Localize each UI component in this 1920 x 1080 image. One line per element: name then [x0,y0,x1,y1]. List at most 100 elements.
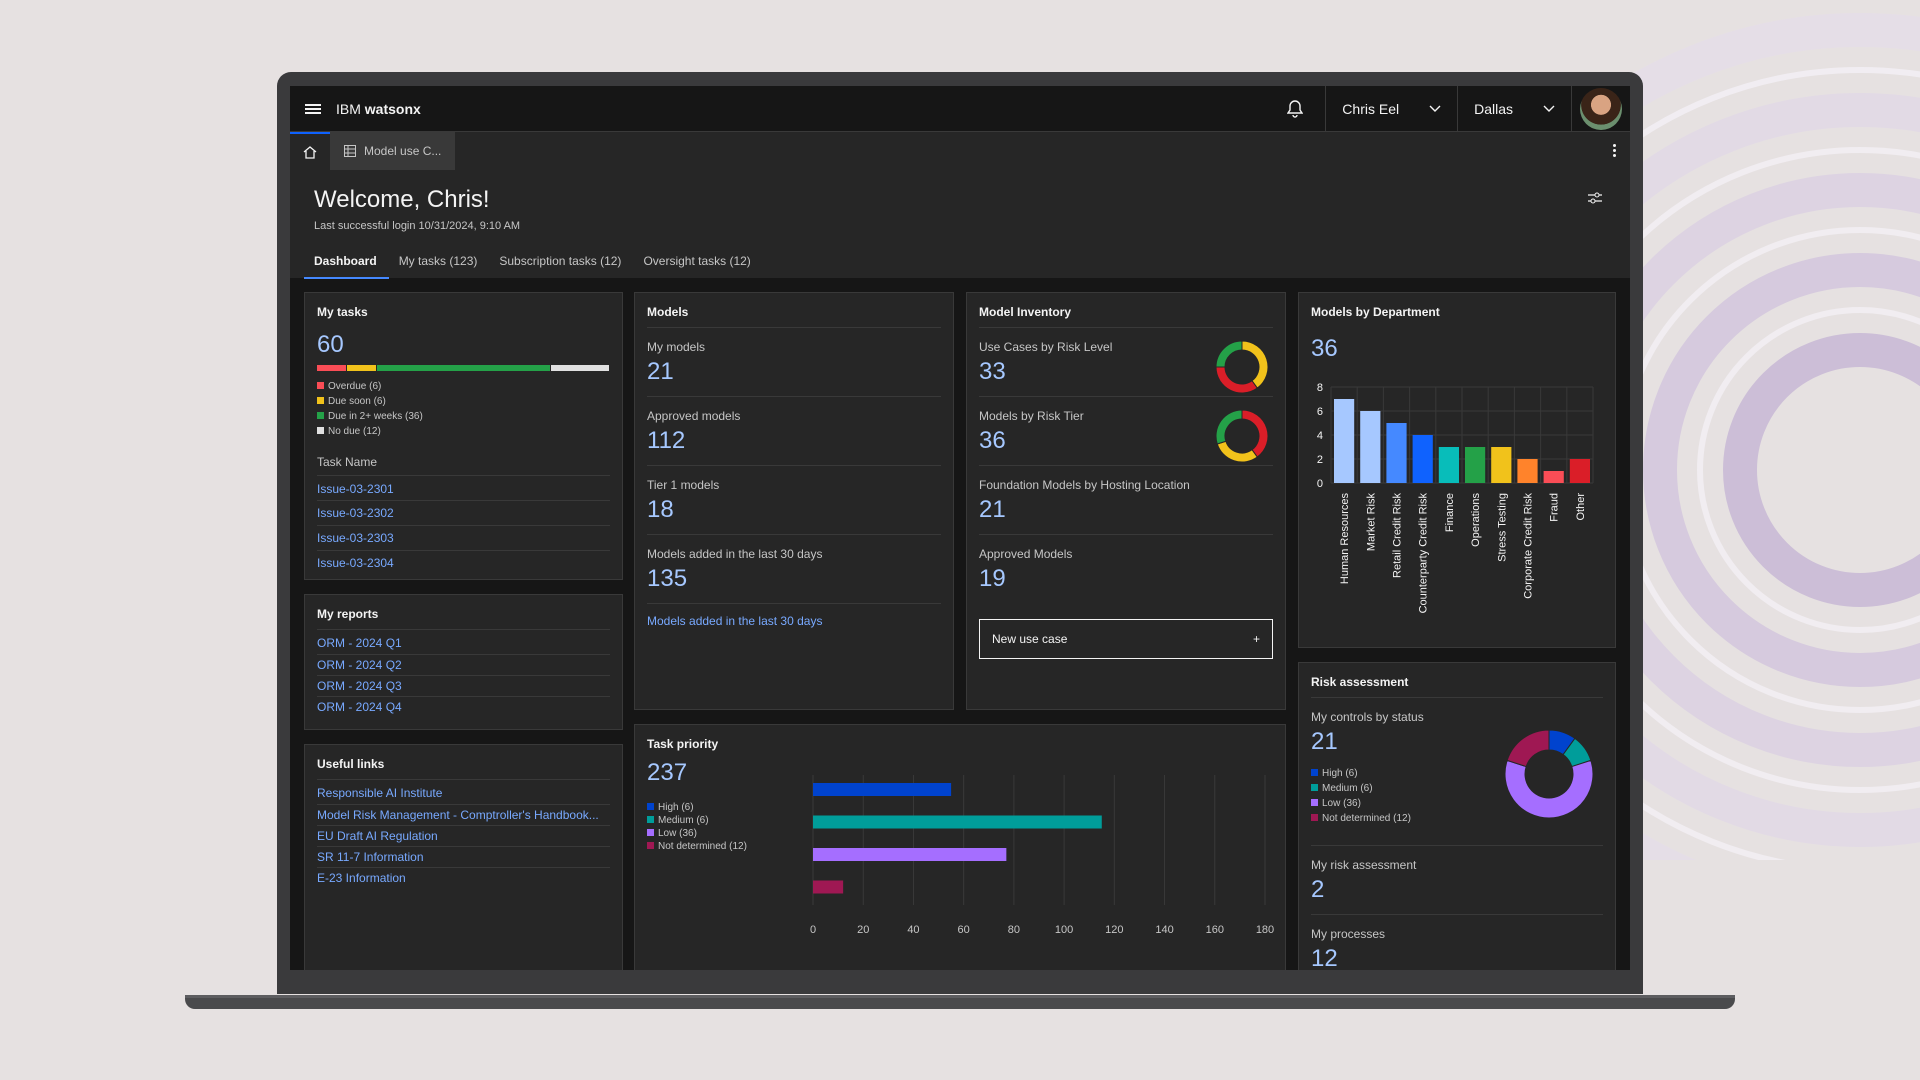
chevron-down-icon [1429,105,1441,112]
task-name-header: Task Name [317,455,610,476]
metric-my-models: My models 21 [647,328,941,397]
metric-risk-assessment: My risk assessment 2 [1311,846,1603,915]
model-inventory-card: Model Inventory Use Cases by Risk Level 3… [966,292,1286,710]
x-tick-label: Other [1575,493,1587,521]
metric-value: 21 [1311,728,1338,755]
settings-adjust-icon[interactable] [1588,192,1602,204]
my-reports-title: My reports [317,607,610,630]
legend-item: No due (12) [317,424,610,439]
region-dropdown[interactable]: Dallas [1457,86,1571,132]
metric-value: 19 [979,565,1006,592]
bar[interactable] [1334,399,1355,483]
task-priority-title: Task priority [647,737,719,751]
metric-value: 12 [1311,945,1338,970]
report-link[interactable]: ORM - 2024 Q2 [317,654,610,675]
bar[interactable] [1360,411,1381,483]
bar[interactable] [1386,423,1407,483]
donut-slice [1216,440,1258,463]
x-tick-label: Finance [1444,493,1456,532]
metric-value: 36 [979,427,1006,454]
tab-dashboard[interactable]: Dashboard [304,254,389,279]
notification-icon[interactable] [1265,86,1325,132]
tab-subscription-tasks[interactable]: Subscription tasks (12) [499,254,622,268]
x-tick-label: Human Resources [1339,493,1351,585]
overflow-menu-icon[interactable] [1613,144,1616,157]
y-tick-label: 8 [1317,383,1323,394]
y-tick-label: 2 [1317,454,1323,466]
user-dropdown[interactable]: Chris Eel [1325,86,1457,132]
tab-oversight-tasks[interactable]: Oversight tasks (12) [643,254,751,268]
task-link[interactable]: Issue-03-2303 [317,525,610,550]
legend-label: Not determined (12) [658,841,747,852]
metric-controls-status: My controls by status 21 High (6) Medium… [1311,698,1603,846]
menu-icon[interactable] [290,86,336,132]
task-link[interactable]: Issue-03-2301 [317,482,394,496]
useful-links-card: Useful links Responsible AI Institute Mo… [304,744,623,970]
reports-list: ORM - 2024 Q1 ORM - 2024 Q2 ORM - 2024 Q… [317,632,610,717]
report-link[interactable]: ORM - 2024 Q3 [317,675,610,696]
useful-link[interactable]: Model Risk Management - Comptroller's Ha… [317,804,610,825]
legend-label: Medium (6) [658,815,709,826]
task-list: Issue-03-2301 Issue-03-2302 Issue-03-230… [317,476,610,575]
my-reports-card: My reports ORM - 2024 Q1 ORM - 2024 Q2 O… [304,594,623,730]
metric-added-30d: Models added in the last 30 days 135 [647,535,941,604]
bar[interactable] [813,783,952,796]
useful-link[interactable]: E-23 Information [317,867,610,888]
task-priority-card: Task priority 237 High (6) Medium (6) Lo… [634,724,1286,970]
legend-item: Medium (6) [647,814,1273,827]
useful-link[interactable]: EU Draft AI Regulation [317,825,610,846]
legend-label: Medium (6) [1322,783,1373,794]
bar[interactable] [1465,447,1486,483]
workspace-tabs: Model use C... [290,132,1630,170]
bar[interactable] [813,880,844,894]
page-header: Welcome, Chris! Last successful login 10… [290,170,1630,279]
status-segment [346,365,376,371]
x-tick-label: 120 [1105,924,1123,936]
legend-label: Due in 2+ weeks (36) [328,411,423,422]
new-use-case-button[interactable]: New use case + [979,619,1273,659]
avatar-container[interactable] [1571,86,1630,132]
metric-label: My processes [1311,927,1386,941]
metric-approved-models: Approved models 112 [647,397,941,466]
bar[interactable] [1491,447,1512,483]
status-segment [317,365,346,371]
bar[interactable] [1569,459,1590,483]
status-segment [551,365,610,371]
tab-my-tasks[interactable]: My tasks (123) [398,254,478,268]
bar[interactable] [813,848,1007,861]
metric-tier1-models: Tier 1 models 18 [647,466,941,535]
bar[interactable] [1412,435,1433,483]
report-link[interactable]: ORM - 2024 Q4 [317,696,610,717]
models-title: Models [647,305,941,328]
home-icon[interactable] [290,132,330,170]
x-tick-label: Fraud [1549,493,1561,522]
task-link[interactable]: Issue-03-2302 [317,500,610,525]
x-tick-label: Counterparty Credit Risk [1418,493,1430,614]
bar[interactable] [1517,459,1538,483]
metric-label: Tier 1 models [647,478,720,492]
models-added-link[interactable]: Models added in the last 30 days [647,614,823,628]
donut-slice [1241,340,1269,389]
task-link[interactable]: Issue-03-2304 [317,550,610,575]
brand-name[interactable]: IBM watsonx [336,101,421,117]
legend-item: High (6) [1311,766,1603,781]
status-segment [376,365,551,371]
bar[interactable] [813,815,1102,829]
metric-label: My models [647,340,706,354]
report-link[interactable]: ORM - 2024 Q1 [317,636,402,650]
last-login: Last successful login 10/31/2024, 9:10 A… [314,220,521,232]
laptop-base [185,995,1735,1009]
bar[interactable] [1438,447,1459,483]
bar[interactable] [1543,471,1564,483]
donut-slice [1504,759,1594,819]
controls-legend: High (6) Medium (6) Low (36) Not determi… [1311,766,1603,826]
doc-tab[interactable]: Model use C... [330,132,456,170]
department-total: 36 [1311,335,1338,362]
controls-donut [1504,729,1594,819]
department-title: Models by Department [1311,305,1440,319]
legend-item: Low (36) [647,827,1273,840]
useful-link[interactable]: SR 11-7 Information [317,846,610,867]
metric-value: 33 [979,358,1006,385]
useful-link[interactable]: Responsible AI Institute [317,786,443,800]
task-priority-total: 237 [647,759,688,786]
